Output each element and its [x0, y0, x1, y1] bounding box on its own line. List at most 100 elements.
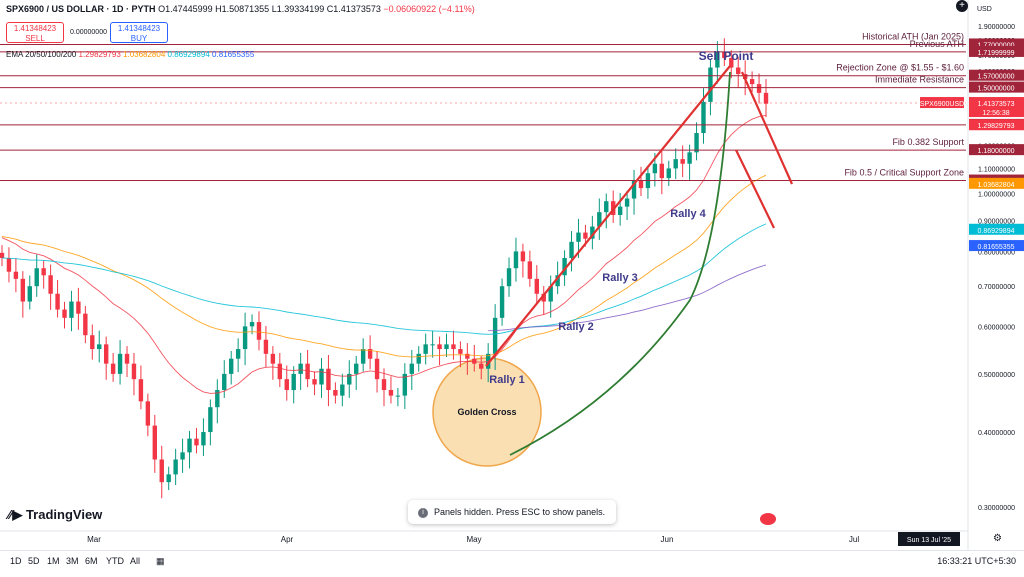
candle-body	[263, 339, 269, 354]
annotation-label: Rally 1	[489, 374, 524, 386]
buy-label: BUY	[130, 34, 148, 43]
candle-body	[617, 206, 623, 215]
candle-body	[430, 344, 435, 346]
crosshair-date-box	[898, 532, 960, 546]
symbol-tag	[920, 97, 964, 109]
candle-body	[222, 373, 227, 391]
sell-button[interactable]: 1.41348423 SELL	[6, 22, 64, 43]
timeframe-3m[interactable]: 3M	[66, 556, 79, 566]
y-tick-label: 0.50000000	[978, 372, 1015, 379]
high-value: H1.50871355	[215, 4, 270, 14]
timeframe-1d[interactable]: 1D	[10, 556, 22, 566]
y-tick-label: 1.10000000	[978, 166, 1015, 173]
bottom-toolbar	[0, 550, 1024, 577]
timeframe-6m[interactable]: 6M	[85, 556, 98, 566]
candle-body	[583, 232, 588, 239]
downtrend-line-upper	[740, 71, 794, 185]
candle-body	[27, 286, 32, 302]
buy-button[interactable]: 1.41348423 BUY	[110, 22, 168, 43]
annotation-label: Rally 4	[670, 208, 706, 220]
change-value: −0.06060922 (−4.11%)	[383, 4, 475, 14]
candle-body	[194, 438, 199, 446]
candle-body	[249, 322, 255, 327]
ema-legend[interactable]: EMA 20/50/100/200 1.29829793 1.03682804 …	[6, 50, 254, 59]
candle-body	[416, 353, 421, 364]
currency-label[interactable]: USD	[977, 6, 992, 13]
price-tag-label: 1.41373573	[978, 101, 1015, 108]
candle-body	[97, 344, 102, 350]
candle-body	[402, 373, 408, 396]
candle-body	[694, 133, 699, 153]
date-range-icon[interactable]: ▦	[156, 556, 165, 566]
price-tag-label: 0.81655355	[978, 244, 1015, 251]
candle-body	[604, 201, 609, 213]
candle-body	[229, 358, 234, 374]
low-value: L1.39334199	[271, 4, 325, 14]
ema200-line	[488, 264, 767, 332]
level-price-tag	[969, 81, 1024, 93]
candle-body	[638, 180, 644, 189]
symbol-name[interactable]: SPX6900 / US DOLLAR · 1D · PYTH	[6, 4, 156, 14]
candle-body	[513, 251, 519, 269]
candle-body	[388, 390, 394, 396]
candle-body	[277, 363, 283, 380]
candle-body	[701, 101, 706, 134]
level-price-label: 1.18000000	[978, 148, 1015, 155]
level-label: Historical ATH (Jan 2025)	[862, 31, 964, 41]
level-label: Immediate Resistance	[875, 75, 964, 85]
candle-body	[499, 286, 505, 318]
settings-icon[interactable]: ⚙	[993, 533, 1002, 544]
candle-body	[374, 358, 380, 380]
candle-body	[451, 344, 456, 350]
candle-body	[569, 241, 574, 259]
level-price-label: 1.50000000	[978, 86, 1015, 93]
brand-name: TradingView	[25, 507, 103, 522]
candle-body	[465, 353, 470, 359]
ema100-value: 0.86929894	[167, 50, 210, 59]
flag-icon[interactable]	[760, 513, 776, 525]
candle-body	[729, 58, 734, 68]
candle-body	[520, 251, 526, 262]
utc-clock[interactable]: 16:33:21 UTC+5:30	[937, 556, 1016, 566]
candle-body	[242, 326, 248, 350]
timeframe-1m[interactable]: 1M	[47, 556, 60, 566]
candle-body	[562, 258, 567, 276]
candle-body	[708, 67, 713, 102]
add-icon[interactable]: +	[956, 0, 968, 12]
timeframe-5d[interactable]: 5D	[28, 556, 40, 566]
candle-body	[548, 286, 553, 302]
candle-body	[666, 168, 671, 179]
level-price-tag	[969, 45, 1024, 57]
tradingview-logo[interactable]: ⁄⁄▶ TradingView	[8, 507, 102, 523]
candle-body	[347, 373, 352, 385]
candle-body	[367, 349, 373, 359]
candle-body	[749, 79, 755, 85]
ema50-line	[1, 174, 767, 358]
candle-body	[215, 390, 220, 408]
level-price-label: 1.71999999	[978, 50, 1015, 57]
candle-body	[680, 159, 685, 164]
ema200-value: 0.81655355	[212, 50, 255, 59]
timeframe-all[interactable]: All	[130, 556, 141, 566]
price-tag	[969, 97, 1024, 118]
ema20-value: 1.29829793	[78, 50, 121, 59]
candle-body	[423, 344, 428, 354]
sell-trendline	[485, 65, 731, 367]
y-tick-label: 0.70000000	[978, 284, 1015, 291]
x-tick-label: Jul	[849, 535, 859, 544]
candle-body	[110, 363, 116, 374]
timeframe-ytd[interactable]: YTD	[106, 556, 124, 566]
annotation-label: Rally 3	[602, 272, 637, 284]
crosshair-date-label: Sun 13 Jul '25	[907, 537, 951, 544]
ema50-value: 1.03682804	[123, 50, 166, 59]
level-price-label: 1.57000000	[978, 74, 1015, 81]
candle-body	[69, 301, 74, 318]
candle-body	[527, 261, 533, 279]
candle-body	[180, 452, 185, 460]
candle-body	[201, 432, 206, 446]
candle-body	[305, 363, 310, 380]
price-tag	[969, 119, 1024, 131]
price-tag-label: 0.86929894	[978, 228, 1015, 235]
candle-body	[736, 67, 741, 75]
